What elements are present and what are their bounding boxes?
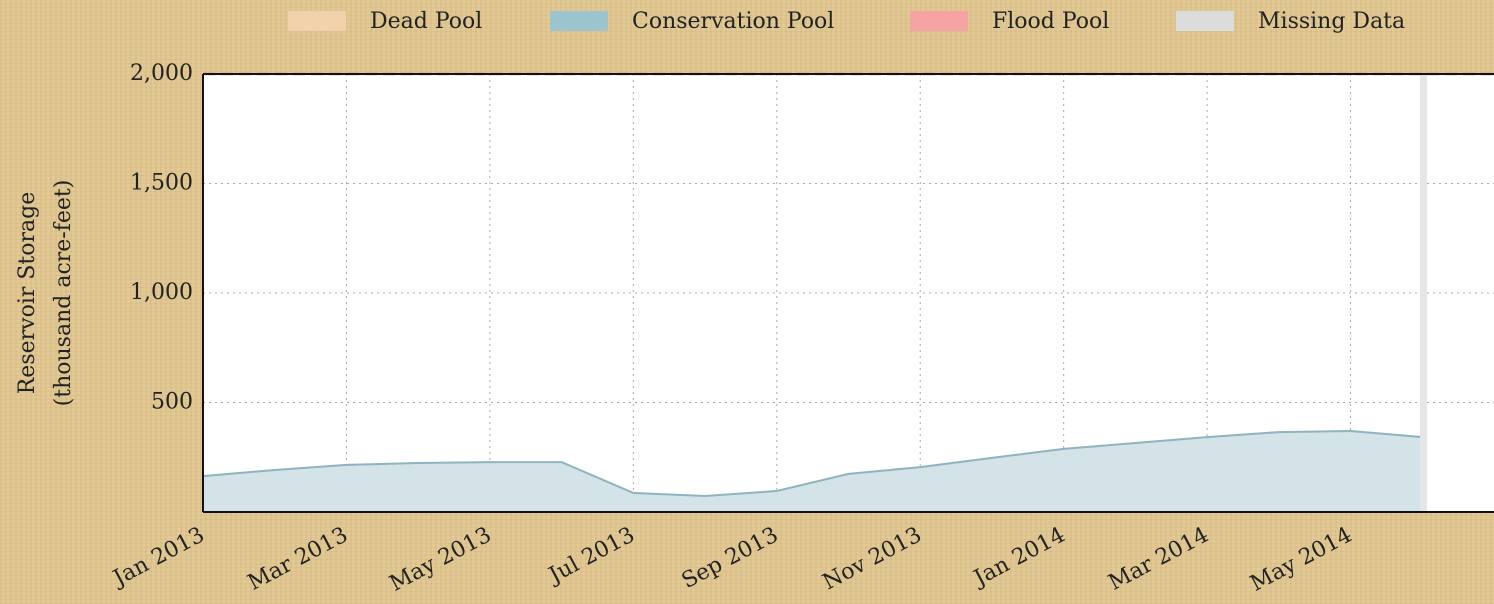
y-axis-label: Reservoir Storage xyxy=(15,192,40,395)
legend-label: Dead Pool xyxy=(370,9,482,34)
legend-label: Flood Pool xyxy=(992,9,1109,34)
legend-swatch xyxy=(1176,11,1234,31)
legend-swatch xyxy=(288,11,346,31)
area-line xyxy=(202,429,1423,498)
legend-swatch xyxy=(550,11,608,31)
x-tick-label: Sep 2013 xyxy=(678,523,783,594)
x-tick-label: Mar 2013 xyxy=(244,523,352,596)
x-tick-label: Mar 2014 xyxy=(1105,523,1213,596)
x-tick-label: Jul 2013 xyxy=(543,523,639,590)
x-tick-label: May 2013 xyxy=(386,523,496,597)
y-axis-label: (thousand acre-feet) xyxy=(51,180,76,407)
legend-swatch xyxy=(910,11,968,31)
y-tick-label: 500 xyxy=(151,390,193,415)
x-tick-label: May 2014 xyxy=(1246,523,1356,597)
y-tick-label: 1,500 xyxy=(130,171,193,196)
y-tick-label: 1,000 xyxy=(130,280,193,305)
area xyxy=(203,430,1423,512)
missing-band xyxy=(1420,74,1427,512)
legend-label: Missing Data xyxy=(1258,9,1405,34)
x-tick-label: Jan 2014 xyxy=(968,523,1069,593)
x-tick-label: Jan 2013 xyxy=(108,523,209,593)
y-tick-label: 2,000 xyxy=(130,61,193,86)
legend-label: Conservation Pool xyxy=(632,9,834,34)
x-tick-label: Nov 2013 xyxy=(819,523,926,596)
